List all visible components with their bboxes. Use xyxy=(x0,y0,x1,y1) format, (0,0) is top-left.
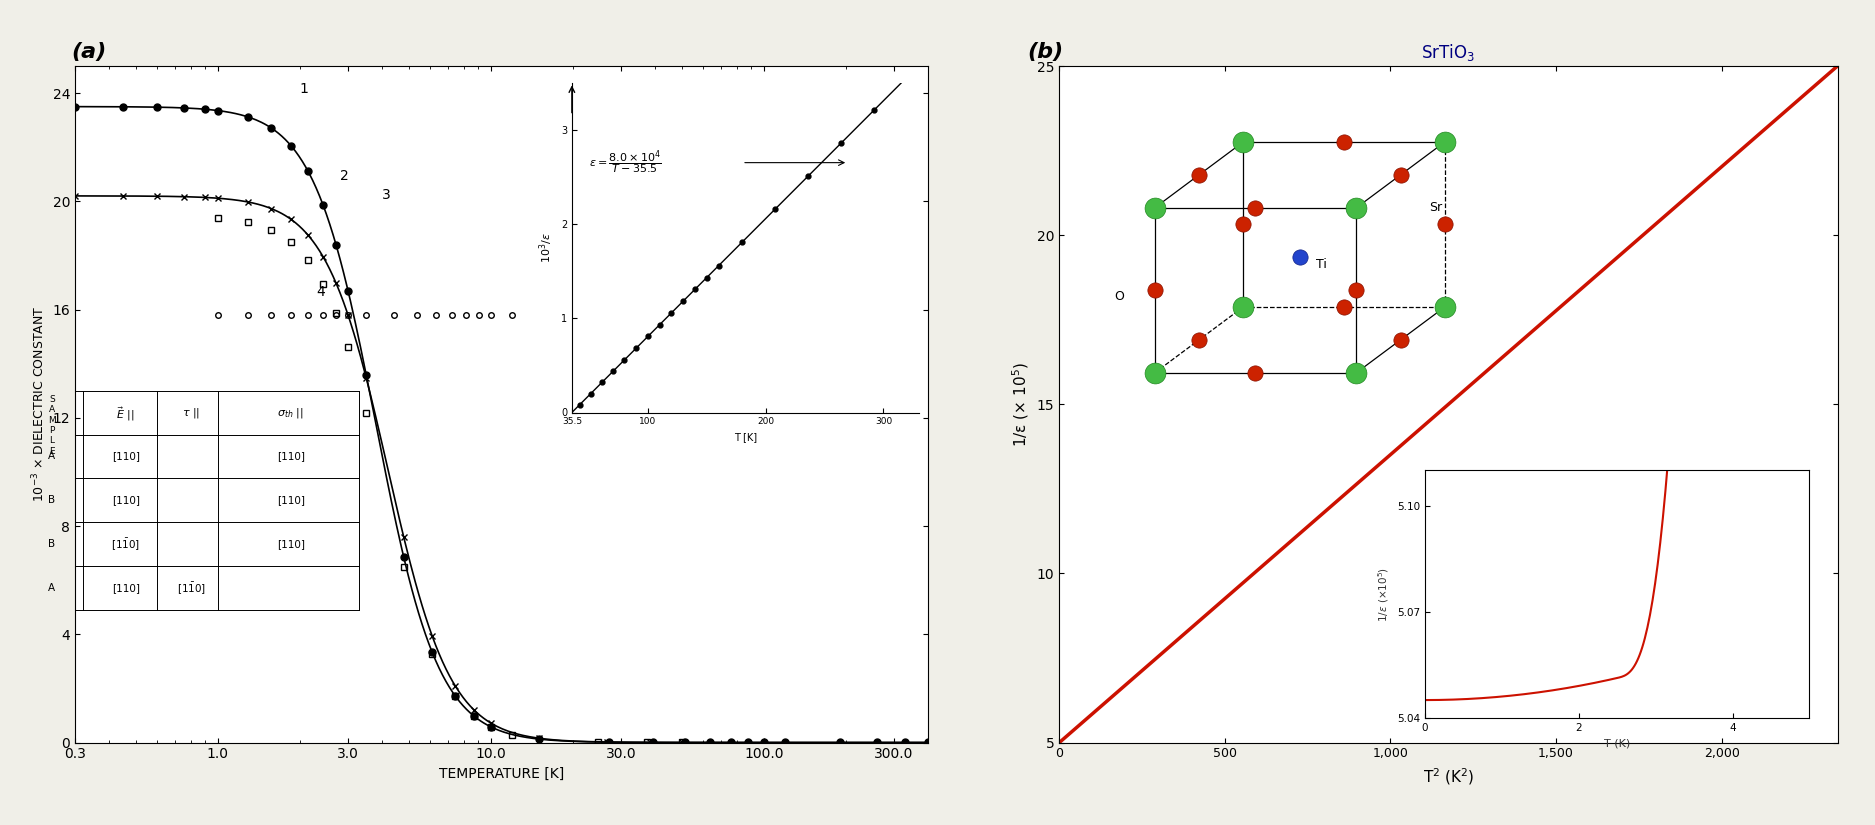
Text: [110]: [110] xyxy=(112,451,139,461)
Text: (b): (b) xyxy=(1028,42,1063,62)
Text: [$1\bar{1}0$]: [$1\bar{1}0$] xyxy=(176,580,206,596)
X-axis label: T [K]: T [K] xyxy=(733,432,758,442)
Y-axis label: 10$^{-3}$ × DIELECTRIC CONSTANT: 10$^{-3}$ × DIELECTRIC CONSTANT xyxy=(30,306,47,502)
Title: SrTiO$_3$: SrTiO$_3$ xyxy=(1421,42,1476,63)
Text: 3: 3 xyxy=(382,187,390,201)
Text: 2: 2 xyxy=(339,168,349,182)
Text: 4: 4 xyxy=(317,285,324,299)
Text: S
A
M
P
L
E: S A M P L E xyxy=(49,395,56,455)
Text: [110]: [110] xyxy=(278,540,306,549)
Text: $\varepsilon = \dfrac{8.0 \times 10^4}{T - 35.5}$: $\varepsilon = \dfrac{8.0 \times 10^4}{T… xyxy=(589,149,662,177)
Y-axis label: $10^3/\varepsilon$: $10^3/\varepsilon$ xyxy=(538,232,555,263)
Text: Sr: Sr xyxy=(1429,201,1442,214)
Text: (a): (a) xyxy=(71,42,107,62)
Text: A: A xyxy=(49,451,56,461)
Text: A: A xyxy=(49,583,56,593)
Text: Ti: Ti xyxy=(1316,257,1328,271)
Text: $\tau$ ||: $\tau$ || xyxy=(182,406,201,420)
Text: [110]: [110] xyxy=(278,451,306,461)
Text: $\sigma_{th}$ ||: $\sigma_{th}$ || xyxy=(278,406,304,420)
Text: [110]: [110] xyxy=(278,495,306,506)
Text: [110]: [110] xyxy=(112,583,139,593)
Text: $\vec{E}$ ||: $\vec{E}$ || xyxy=(116,406,135,423)
X-axis label: TEMPERATURE [K]: TEMPERATURE [K] xyxy=(439,767,564,781)
Y-axis label: 1/$\varepsilon$ ($\times 10^5$): 1/$\varepsilon$ ($\times 10^5$) xyxy=(1376,567,1391,621)
X-axis label: T$^2$ (K$^2$): T$^2$ (K$^2$) xyxy=(1423,766,1474,786)
X-axis label: T (K): T (K) xyxy=(1605,738,1631,748)
Text: O: O xyxy=(1114,290,1125,304)
Text: B: B xyxy=(49,540,56,549)
Text: [$1\bar{1}0$]: [$1\bar{1}0$] xyxy=(111,536,141,552)
Text: 1: 1 xyxy=(300,82,309,96)
Y-axis label: 1/ε (× 10$^5$): 1/ε (× 10$^5$) xyxy=(1011,362,1031,446)
Text: B: B xyxy=(49,495,56,506)
Text: [110]: [110] xyxy=(112,495,139,506)
